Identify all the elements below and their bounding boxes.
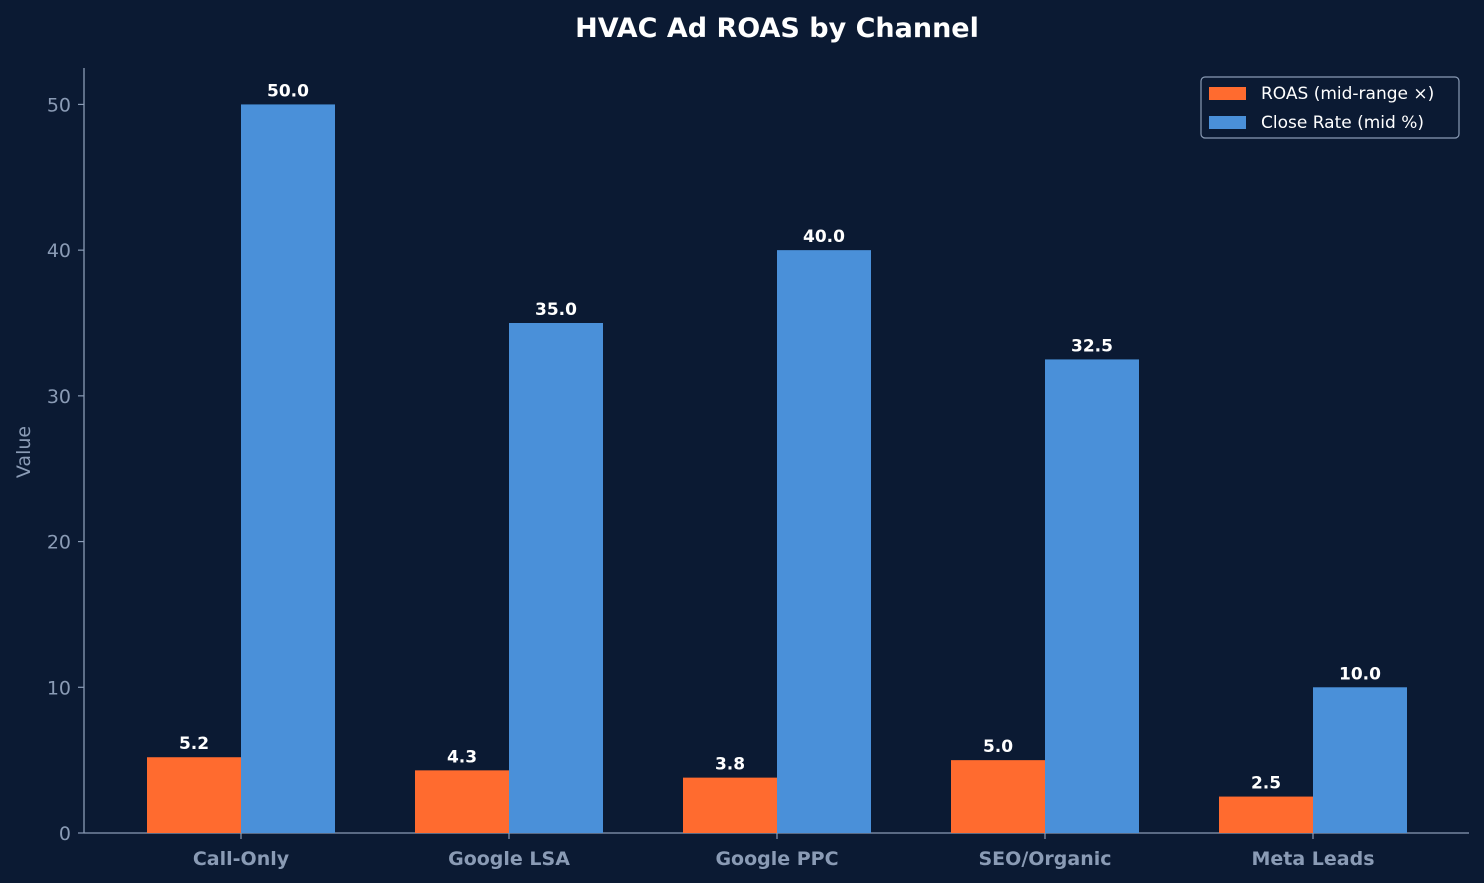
data-label: 5.0 xyxy=(983,737,1013,757)
data-label: 4.3 xyxy=(447,747,477,767)
y-tick-label: 40 xyxy=(47,240,71,262)
bar[interactable] xyxy=(683,777,777,833)
bar[interactable] xyxy=(241,104,335,833)
bar[interactable] xyxy=(147,757,241,833)
x-tick-label: Google PPC xyxy=(715,848,838,870)
data-label: 35.0 xyxy=(535,300,577,320)
chart-title: HVAC Ad ROAS by Channel xyxy=(575,13,979,44)
legend-box xyxy=(1200,76,1460,139)
legend-entry: Close Rate (mid %) xyxy=(1261,113,1424,133)
y-tick-label: 30 xyxy=(47,386,71,408)
y-tick-label: 20 xyxy=(47,532,71,554)
data-label: 40.0 xyxy=(803,227,845,247)
data-label: 32.5 xyxy=(1071,336,1113,356)
y-tick-label: 50 xyxy=(47,94,71,116)
x-tick-label: Meta Leads xyxy=(1251,848,1374,870)
data-label: 2.5 xyxy=(1251,774,1281,794)
bar[interactable] xyxy=(951,760,1045,833)
y-tick-label: 0 xyxy=(59,823,71,845)
bar[interactable] xyxy=(1045,359,1139,833)
bar[interactable] xyxy=(415,770,509,833)
data-label: 10.0 xyxy=(1339,664,1381,684)
x-tick-label: Google LSA xyxy=(448,848,570,870)
plot-area: 0 10 20 30 40 50 Call-Only 5.2 50.0 Google LSA 4.3… xyxy=(47,68,1469,870)
x-tick-label: Call-Only xyxy=(193,848,290,870)
x-tick-label: SEO/Organic xyxy=(979,848,1112,870)
legend-swatch xyxy=(1209,116,1246,129)
legend-entry: ROAS (mid-range ×) xyxy=(1261,84,1434,104)
data-label: 50.0 xyxy=(267,81,309,101)
data-label: 5.2 xyxy=(179,734,209,754)
data-label: 3.8 xyxy=(715,755,745,775)
legend-swatch xyxy=(1209,87,1246,100)
bar[interactable] xyxy=(1313,687,1407,833)
bar[interactable] xyxy=(509,323,603,833)
legend: ROAS (mid-range ×) Close Rate (mid %) xyxy=(1200,76,1460,139)
bar[interactable] xyxy=(777,250,871,834)
bar[interactable] xyxy=(1219,796,1313,833)
y-tick-label: 10 xyxy=(47,677,71,699)
y-axis-label: Value xyxy=(13,426,35,478)
